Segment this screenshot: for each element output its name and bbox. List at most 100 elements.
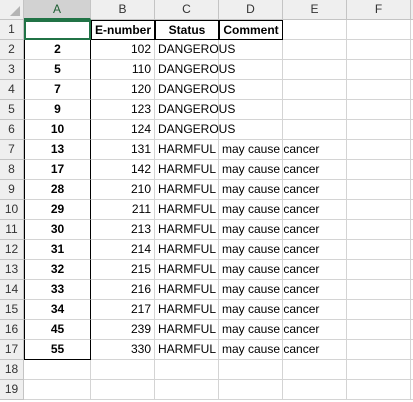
cell-a1[interactable] bbox=[24, 20, 91, 40]
cell-a15[interactable]: 34 bbox=[24, 300, 91, 320]
column-header-b[interactable]: B bbox=[91, 0, 155, 20]
row-header-10[interactable]: 10 bbox=[0, 200, 24, 220]
cell-a14[interactable]: 33 bbox=[24, 280, 91, 300]
cell-b11[interactable]: 213 bbox=[91, 220, 155, 240]
cell-e15[interactable] bbox=[283, 300, 347, 320]
cell-f19[interactable] bbox=[347, 380, 411, 400]
cell-f9[interactable] bbox=[347, 180, 411, 200]
cell-a2[interactable]: 2 bbox=[24, 40, 91, 60]
column-header-f[interactable]: F bbox=[347, 0, 411, 20]
cell-d8[interactable]: may cause cancer bbox=[219, 160, 283, 180]
cell-d5[interactable] bbox=[219, 100, 283, 120]
cell-d16[interactable]: may cause cancer bbox=[219, 320, 283, 340]
row-header-16[interactable]: 16 bbox=[0, 320, 24, 340]
cell-c18[interactable] bbox=[155, 360, 219, 380]
cell-f8[interactable] bbox=[347, 160, 411, 180]
row-header-12[interactable]: 12 bbox=[0, 240, 24, 260]
cell-c7[interactable]: HARMFUL bbox=[155, 140, 219, 160]
cell-a8[interactable]: 17 bbox=[24, 160, 91, 180]
cell-b10[interactable]: 211 bbox=[91, 200, 155, 220]
cell-f17[interactable] bbox=[347, 340, 411, 360]
cell-e18[interactable] bbox=[283, 360, 347, 380]
cell-d9[interactable]: may cause cancer bbox=[219, 180, 283, 200]
cell-e1[interactable] bbox=[283, 20, 347, 40]
cell-c12[interactable]: HARMFUL bbox=[155, 240, 219, 260]
cell-d1[interactable]: Comment bbox=[219, 20, 283, 40]
cell-c19[interactable] bbox=[155, 380, 219, 400]
cell-a12[interactable]: 31 bbox=[24, 240, 91, 260]
cell-d6[interactable] bbox=[219, 120, 283, 140]
cell-b6[interactable]: 124 bbox=[91, 120, 155, 140]
row-header-1[interactable]: 1 bbox=[0, 20, 24, 40]
cell-a10[interactable]: 29 bbox=[24, 200, 91, 220]
cell-c15[interactable]: HARMFUL bbox=[155, 300, 219, 320]
row-header-14[interactable]: 14 bbox=[0, 280, 24, 300]
cell-c6[interactable]: DANGEROUS bbox=[155, 120, 219, 140]
cell-d17[interactable]: may cause cancer bbox=[219, 340, 283, 360]
cell-e14[interactable] bbox=[283, 280, 347, 300]
cell-e12[interactable] bbox=[283, 240, 347, 260]
cell-e10[interactable] bbox=[283, 200, 347, 220]
cell-a6[interactable]: 10 bbox=[24, 120, 91, 140]
cell-d10[interactable]: may cause cancer bbox=[219, 200, 283, 220]
row-header-17[interactable]: 17 bbox=[0, 340, 24, 360]
cell-d18[interactable] bbox=[219, 360, 283, 380]
cell-e3[interactable] bbox=[283, 60, 347, 80]
cell-e11[interactable] bbox=[283, 220, 347, 240]
cell-b15[interactable]: 217 bbox=[91, 300, 155, 320]
cell-a13[interactable]: 32 bbox=[24, 260, 91, 280]
cell-c10[interactable]: HARMFUL bbox=[155, 200, 219, 220]
cell-b2[interactable]: 102 bbox=[91, 40, 155, 60]
cell-c13[interactable]: HARMFUL bbox=[155, 260, 219, 280]
cell-d14[interactable]: may cause cancer bbox=[219, 280, 283, 300]
cell-b3[interactable]: 110 bbox=[91, 60, 155, 80]
cell-b19[interactable] bbox=[91, 380, 155, 400]
cell-c17[interactable]: HARMFUL bbox=[155, 340, 219, 360]
cell-f1[interactable] bbox=[347, 20, 411, 40]
row-header-8[interactable]: 8 bbox=[0, 160, 24, 180]
cell-c1[interactable]: Status bbox=[155, 20, 219, 40]
cell-e7[interactable] bbox=[283, 140, 347, 160]
cell-b9[interactable]: 210 bbox=[91, 180, 155, 200]
cell-b7[interactable]: 131 bbox=[91, 140, 155, 160]
row-header-4[interactable]: 4 bbox=[0, 80, 24, 100]
row-header-13[interactable]: 13 bbox=[0, 260, 24, 280]
column-header-c[interactable]: C bbox=[155, 0, 219, 20]
cell-e4[interactable] bbox=[283, 80, 347, 100]
column-header-d[interactable]: D bbox=[219, 0, 283, 20]
cell-b16[interactable]: 239 bbox=[91, 320, 155, 340]
cell-d2[interactable] bbox=[219, 40, 283, 60]
cell-a18[interactable] bbox=[24, 360, 91, 380]
cell-e5[interactable] bbox=[283, 100, 347, 120]
row-header-18[interactable]: 18 bbox=[0, 360, 24, 380]
cell-a19[interactable] bbox=[24, 380, 91, 400]
cell-c16[interactable]: HARMFUL bbox=[155, 320, 219, 340]
cell-a5[interactable]: 9 bbox=[24, 100, 91, 120]
cell-d13[interactable]: may cause cancer bbox=[219, 260, 283, 280]
cell-c14[interactable]: HARMFUL bbox=[155, 280, 219, 300]
cell-f6[interactable] bbox=[347, 120, 411, 140]
cell-a9[interactable]: 28 bbox=[24, 180, 91, 200]
cell-e17[interactable] bbox=[283, 340, 347, 360]
row-header-3[interactable]: 3 bbox=[0, 60, 24, 80]
cell-a17[interactable]: 55 bbox=[24, 340, 91, 360]
cell-c8[interactable]: HARMFUL bbox=[155, 160, 219, 180]
row-header-11[interactable]: 11 bbox=[0, 220, 24, 240]
cell-c9[interactable]: HARMFUL bbox=[155, 180, 219, 200]
cell-f2[interactable] bbox=[347, 40, 411, 60]
cell-b8[interactable]: 142 bbox=[91, 160, 155, 180]
cell-c11[interactable]: HARMFUL bbox=[155, 220, 219, 240]
cell-d12[interactable]: may cause cancer bbox=[219, 240, 283, 260]
cell-f12[interactable] bbox=[347, 240, 411, 260]
cell-a7[interactable]: 13 bbox=[24, 140, 91, 160]
cell-f7[interactable] bbox=[347, 140, 411, 160]
row-header-9[interactable]: 9 bbox=[0, 180, 24, 200]
cell-b12[interactable]: 214 bbox=[91, 240, 155, 260]
row-header-5[interactable]: 5 bbox=[0, 100, 24, 120]
cell-b4[interactable]: 120 bbox=[91, 80, 155, 100]
cell-d3[interactable] bbox=[219, 60, 283, 80]
cell-e9[interactable] bbox=[283, 180, 347, 200]
cell-e13[interactable] bbox=[283, 260, 347, 280]
cell-d15[interactable]: may cause cancer bbox=[219, 300, 283, 320]
cell-f3[interactable] bbox=[347, 60, 411, 80]
